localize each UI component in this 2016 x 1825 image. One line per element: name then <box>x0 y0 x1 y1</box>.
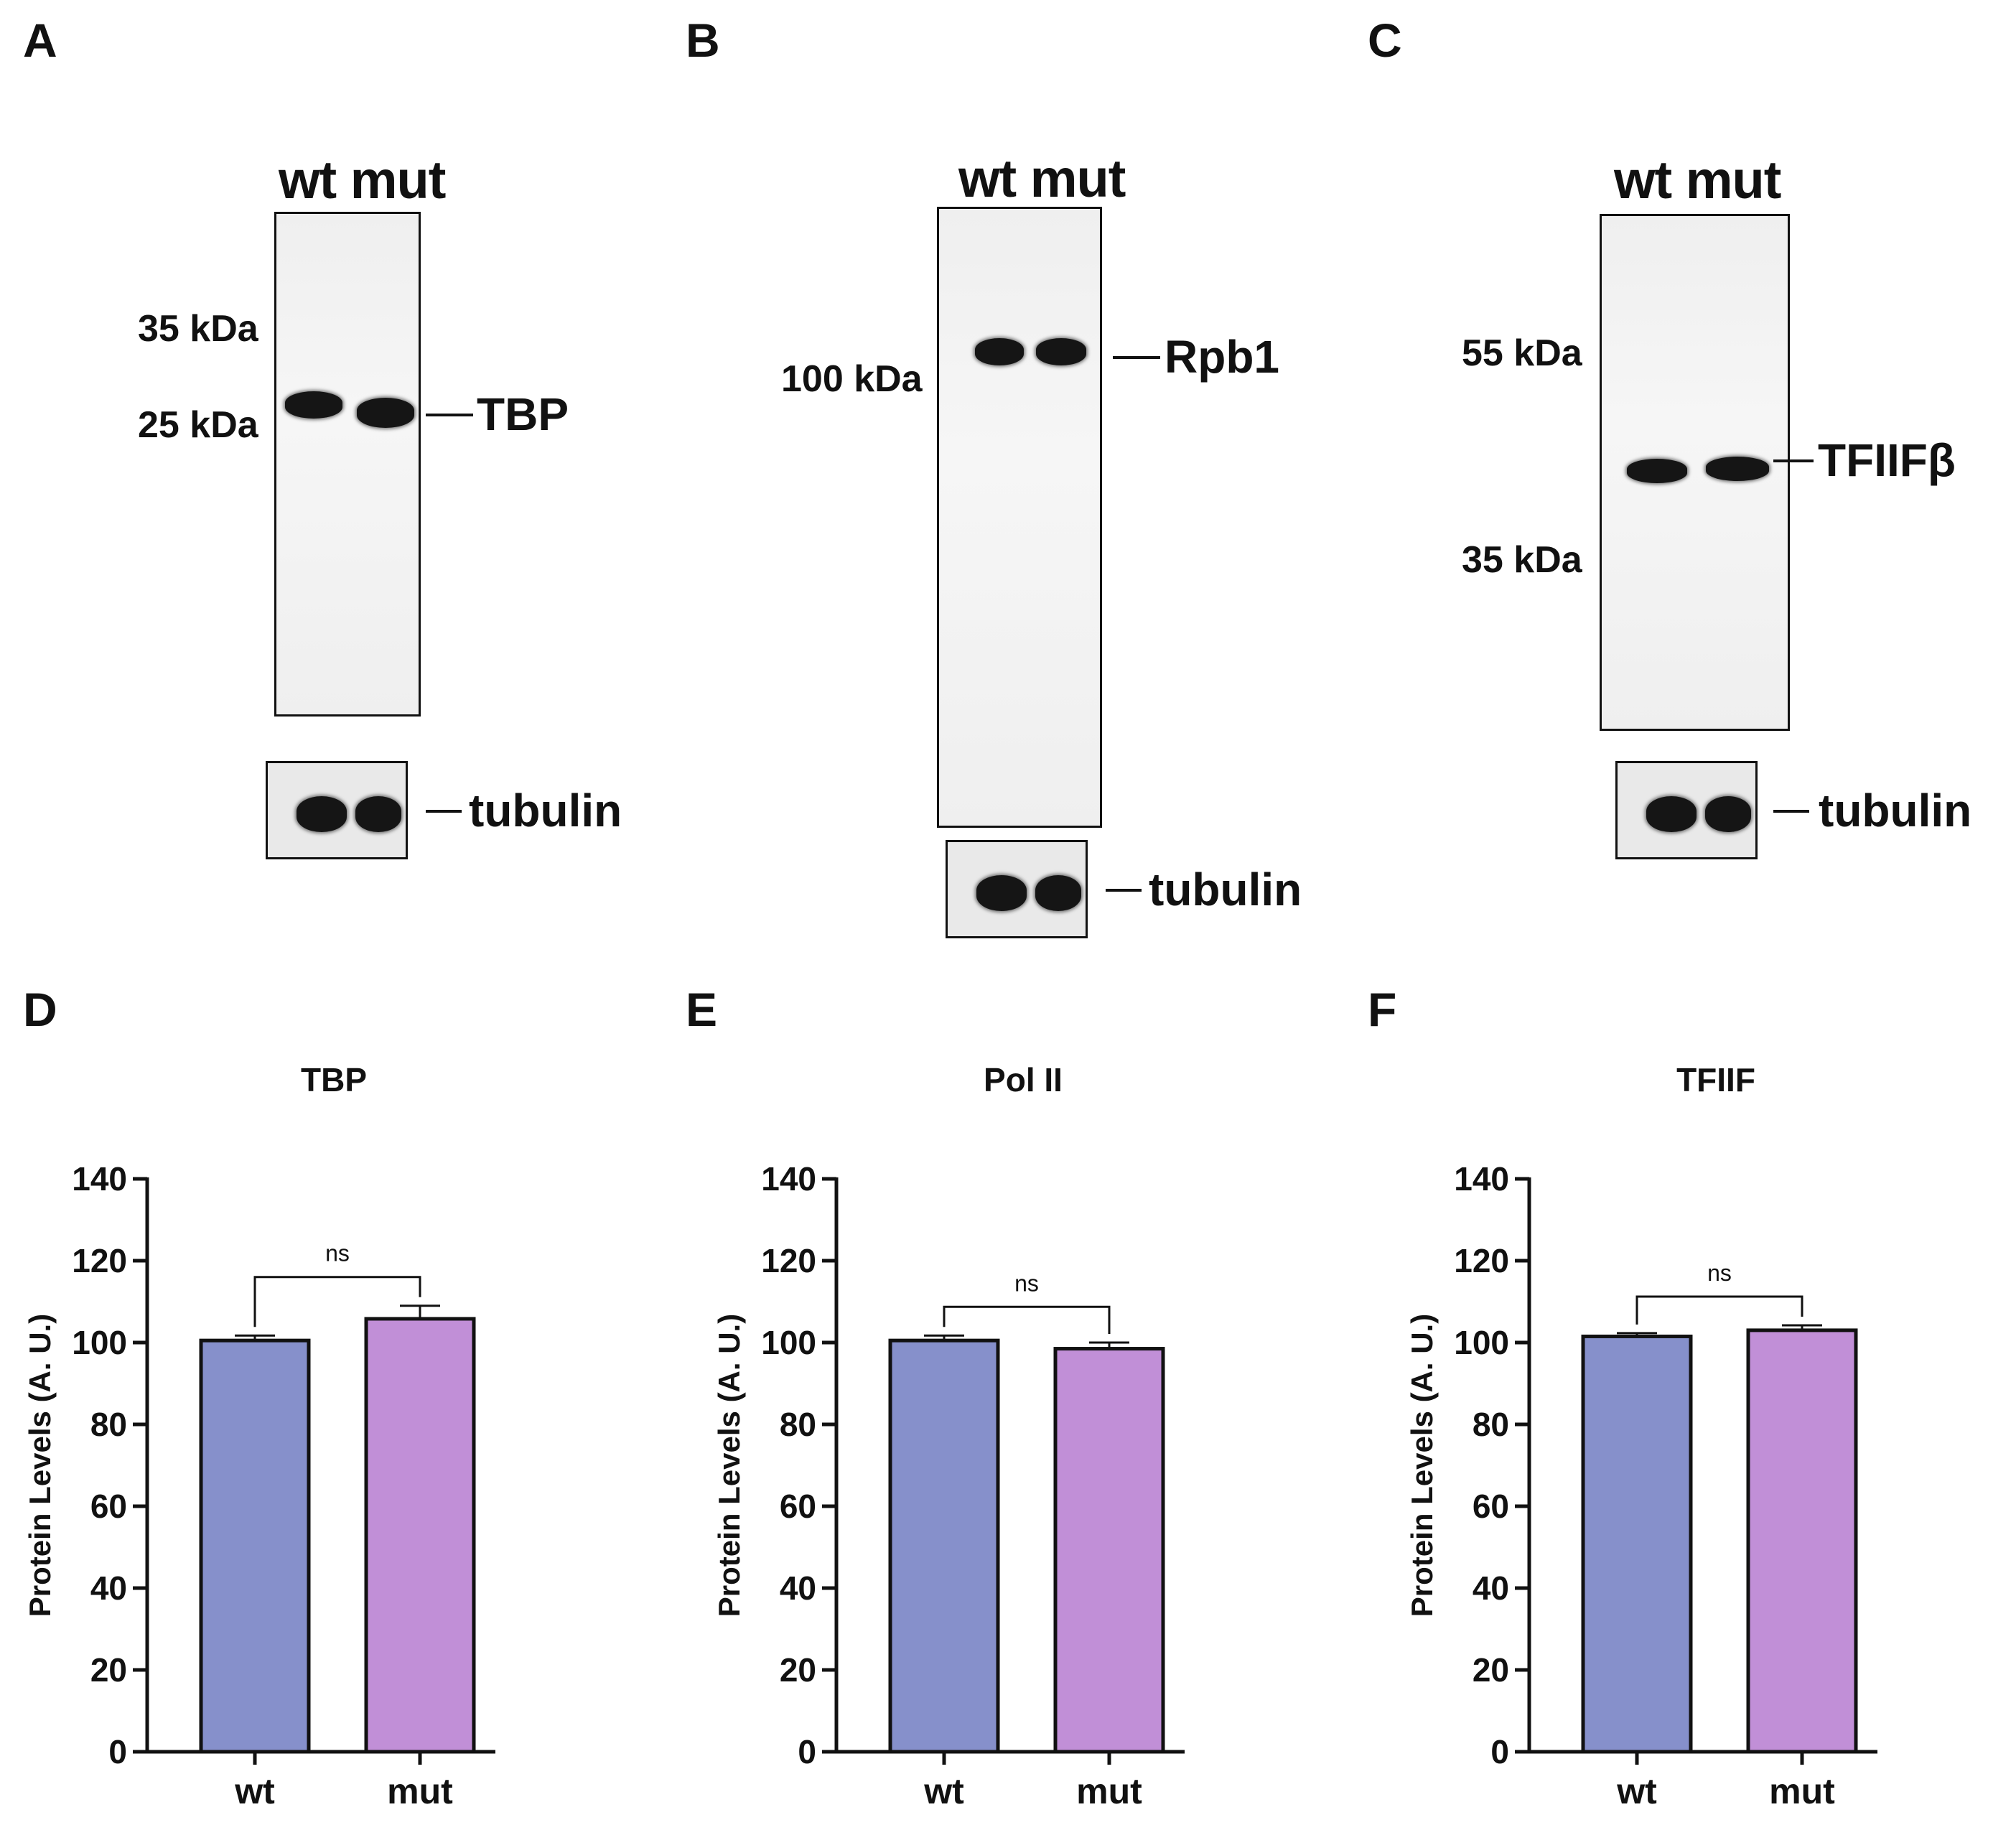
protein-label: TFIIFβ <box>1818 434 1956 486</box>
x-tick-label: wt <box>234 1771 275 1811</box>
y-tick-label: 80 <box>90 1406 127 1443</box>
chart-title: TBP <box>301 1061 367 1098</box>
y-tick-label: 100 <box>72 1324 127 1361</box>
y-tick-label: 140 <box>761 1160 816 1198</box>
x-tick-label: wt <box>1616 1771 1657 1811</box>
y-tick-label: 60 <box>1473 1488 1509 1525</box>
bar-wt <box>1581 1334 1693 1754</box>
y-axis-label: Protein Levels (A. U.) <box>23 1314 57 1617</box>
band-pointer <box>1113 356 1160 359</box>
y-axis-label: Protein Levels (A. U.) <box>1405 1314 1439 1617</box>
y-tick-label: 80 <box>1473 1406 1509 1443</box>
bar-chart-tfiif: TFIIF 0 20 40 60 80 100 120 140 Protein Levels (A… <box>1405 1061 1877 1811</box>
panel-label-e: E <box>686 983 718 1036</box>
lane-labels: wt mut <box>958 149 1126 208</box>
y-tick-label: 20 <box>780 1651 816 1689</box>
y-tick-label: 100 <box>761 1324 816 1361</box>
bar-mut <box>1053 1347 1165 1754</box>
tubulin-band-mut <box>1035 875 1081 911</box>
y-tick-label: 20 <box>1473 1651 1509 1689</box>
band-wt <box>285 391 342 419</box>
significance-bracket <box>943 1305 1111 1334</box>
protein-label: TBP <box>477 388 569 440</box>
marker-label: 55 kDa <box>1462 332 1582 374</box>
marker-label: 35 kDa <box>1462 539 1582 581</box>
bar-mut <box>1746 1328 1858 1754</box>
y-tick-label: 40 <box>1473 1569 1509 1607</box>
y-tick-label: 60 <box>90 1488 127 1525</box>
bar-chart-pol-ii: Pol II 0 20 40 60 80 100 120 140 Protein Levels (… <box>712 1061 1185 1811</box>
band-wt <box>1627 459 1687 483</box>
y-tick-label: 0 <box>798 1733 816 1770</box>
band-mut <box>1036 338 1086 365</box>
band-mut <box>1706 457 1769 481</box>
marker-label: 35 kDa <box>138 308 258 350</box>
band-pointer <box>426 810 462 813</box>
band-pointer <box>1773 459 1814 462</box>
x-tick-label: mut <box>1769 1771 1835 1811</box>
x-tick-label: mut <box>387 1771 453 1811</box>
lane-labels: wt mut <box>279 150 446 210</box>
tubulin-band-wt <box>297 796 347 832</box>
marker-label: 100 kDa <box>781 358 923 400</box>
tubulin-blot <box>1615 761 1758 859</box>
x-tick-label: mut <box>1076 1771 1142 1811</box>
tubulin-band-mut <box>355 796 401 832</box>
loading-control-label: tubulin <box>1149 864 1302 915</box>
y-tick-label: 120 <box>761 1242 816 1279</box>
tubulin-band-wt <box>1646 796 1697 832</box>
y-tick-label: 120 <box>72 1242 127 1279</box>
tubulin-blot <box>946 840 1088 938</box>
band-pointer <box>1773 810 1809 813</box>
blot-membrane <box>937 207 1102 828</box>
panel-label-a: A <box>23 14 57 67</box>
bar-chart-tbp: TBP 0 20 40 60 80 100 120 140 Protein Levels (A. … <box>23 1061 495 1811</box>
blot-membrane <box>274 212 421 717</box>
chart-title: TFIIF <box>1676 1061 1755 1098</box>
protein-label: Rpb1 <box>1165 331 1279 383</box>
bar-wt <box>199 1338 311 1754</box>
y-tick-label: 140 <box>1454 1160 1509 1198</box>
x-tick-label: wt <box>923 1771 964 1811</box>
y-tick-label: 0 <box>108 1733 127 1770</box>
tubulin-blot <box>266 761 408 859</box>
y-tick-label: 120 <box>1454 1242 1509 1279</box>
y-tick-label: 40 <box>780 1569 816 1607</box>
band-pointer <box>1106 889 1142 892</box>
y-tick-label: 0 <box>1490 1733 1509 1770</box>
panel-label-d: D <box>23 983 57 1036</box>
tubulin-band-wt <box>976 875 1027 911</box>
y-tick-label: 40 <box>90 1569 127 1607</box>
panel-label-f: F <box>1368 983 1397 1036</box>
significance-label: ns <box>1014 1270 1039 1296</box>
loading-control-label: tubulin <box>469 785 622 836</box>
panel-label-c: C <box>1368 14 1402 67</box>
y-tick-label: 140 <box>72 1160 127 1198</box>
loading-control-label: tubulin <box>1819 785 1972 836</box>
significance-label: ns <box>1707 1260 1732 1286</box>
y-tick-label: 80 <box>780 1406 816 1443</box>
band-wt <box>975 338 1024 365</box>
significance-bracket <box>1635 1295 1803 1325</box>
blot-membrane <box>1600 214 1790 731</box>
band-mut <box>357 398 414 428</box>
lane-labels: wt mut <box>1614 150 1781 210</box>
chart-title: Pol II <box>984 1061 1063 1098</box>
bar-mut <box>364 1317 476 1754</box>
y-tick-label: 60 <box>780 1488 816 1525</box>
y-tick-label: 20 <box>90 1651 127 1689</box>
tubulin-band-mut <box>1705 796 1751 832</box>
y-tick-label: 100 <box>1454 1324 1509 1361</box>
significance-label: ns <box>325 1241 350 1266</box>
band-pointer <box>426 414 473 416</box>
panel-label-b: B <box>686 14 720 67</box>
bar-wt <box>888 1338 1000 1754</box>
marker-label: 25 kDa <box>138 404 258 446</box>
y-axis-label: Protein Levels (A. U.) <box>712 1314 746 1617</box>
significance-bracket <box>253 1276 421 1327</box>
